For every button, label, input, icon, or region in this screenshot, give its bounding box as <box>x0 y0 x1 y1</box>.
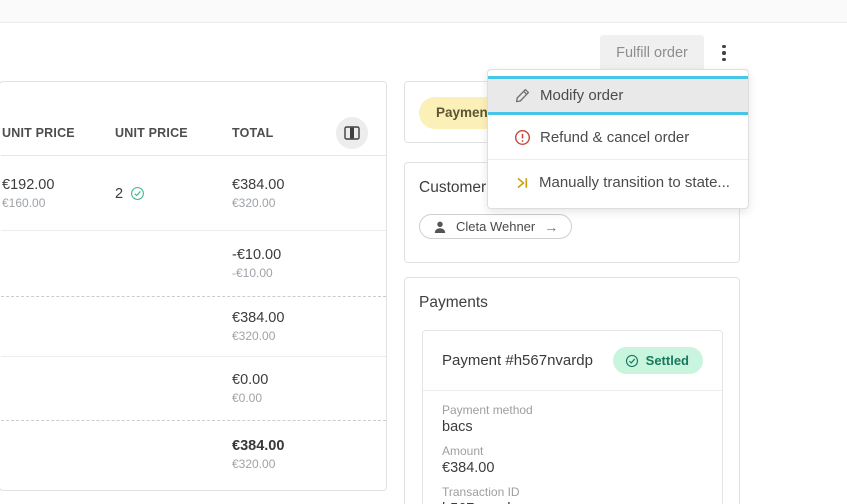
transition-icon <box>514 175 530 191</box>
column-settings-button[interactable] <box>336 117 368 149</box>
field-label: Transaction ID <box>442 485 520 499</box>
menu-item-label: Manually transition to state... <box>539 174 730 191</box>
error-icon <box>514 129 531 146</box>
amount-field: Amount €384.00 <box>442 445 703 477</box>
subtotal-gross: €384.00 <box>232 309 285 326</box>
subtotal-net: €320.00 <box>232 328 276 343</box>
shipping-row: €0.00 €0.00 <box>1 357 386 421</box>
payment-status-text: Settled <box>645 353 689 368</box>
order-total-row: €384.00 €320.00 <box>1 421 386 489</box>
payment-detail-box: Payment #h567nvardp Settled Payment meth… <box>422 330 723 504</box>
shipping-gross: €0.00 <box>232 371 269 388</box>
kebab-dot-icon <box>722 57 726 62</box>
unit-price-gross: €192.00 <box>2 176 55 193</box>
field-label: Payment method <box>442 403 533 417</box>
payment-fields: Payment method bacs Amount €384.00 Trans… <box>423 391 722 504</box>
payment-header: Payment #h567nvardp Settled <box>423 331 722 391</box>
person-icon <box>434 221 446 233</box>
fulfill-order-button[interactable]: Fulfill order <box>600 35 704 70</box>
transaction-id-field: Transaction ID h567nvardp <box>442 486 703 504</box>
line-total-cell: €384.00 €320.00 <box>232 157 284 230</box>
subtotal-cell: €384.00 €320.00 <box>232 297 284 356</box>
customer-link-chip[interactable]: Cleta Wehner → <box>419 214 573 239</box>
menu-item-label: Modify order <box>540 87 624 104</box>
column-header-unit-price-2: UNIT PRICE <box>115 126 188 140</box>
column-header-unit-price: UNIT PRICE <box>2 126 75 140</box>
field-label: Amount <box>442 444 484 458</box>
line-total-gross: €384.00 <box>232 176 285 193</box>
order-table: UNIT PRICE UNIT PRICE TOTAL €192.00 €160… <box>1 82 386 490</box>
discount-gross: -€10.00 <box>232 246 282 263</box>
top-bar <box>0 0 847 23</box>
unit-price-net: €160.00 <box>2 195 46 210</box>
customer-heading: Customer <box>419 179 487 196</box>
payment-title: Payment #h567nvardp <box>442 352 593 369</box>
payments-heading: Payments <box>419 294 488 311</box>
quantity-cell: 2 <box>115 157 145 230</box>
field-value: bacs <box>442 419 473 435</box>
field-value: h567nvardp <box>442 501 703 504</box>
order-lines-card: UNIT PRICE UNIT PRICE TOTAL €192.00 €160… <box>0 81 387 491</box>
unit-price-cell: €192.00 €160.00 <box>2 157 54 230</box>
menu-item-label: Refund & cancel order <box>540 128 690 146</box>
order-table-header: UNIT PRICE UNIT PRICE TOTAL <box>1 111 386 156</box>
discount-cell: -€10.00 -€10.00 <box>232 231 281 296</box>
order-actions-menu: Modify order Refund & cancel order Manua… <box>487 69 749 209</box>
order-total-net: €320.00 <box>232 457 276 471</box>
payment-status-badge: Settled <box>612 347 703 374</box>
menu-item-modify-order[interactable]: Modify order <box>488 76 748 115</box>
menu-item-manual-transition[interactable]: Manually transition to state... <box>488 160 748 205</box>
check-circle-icon <box>625 354 638 367</box>
order-total-gross: €384.00 <box>232 438 285 454</box>
payments-card: Payments Payment #h567nvardp Settled Pay… <box>404 277 740 504</box>
customer-name: Cleta Wehner <box>456 219 536 234</box>
fulfilled-check-icon <box>131 187 145 200</box>
kebab-dot-icon <box>722 51 726 55</box>
column-header-total: TOTAL <box>232 126 274 140</box>
line-total-net: €320.00 <box>232 195 276 210</box>
columns-icon <box>344 126 360 140</box>
kebab-dot-icon <box>722 44 726 49</box>
subtotal-row: €384.00 €320.00 <box>1 297 386 357</box>
arrow-right-icon: → <box>544 218 559 235</box>
field-value: €384.00 <box>442 460 495 476</box>
payment-method-field: Payment method bacs <box>442 404 703 436</box>
menu-item-refund-cancel[interactable]: Refund & cancel order <box>488 115 748 160</box>
discount-net: -€10.00 <box>232 265 273 280</box>
shipping-net: €0.00 <box>232 390 263 405</box>
discount-row: -€10.00 -€10.00 <box>1 231 386 297</box>
order-total-cell: €384.00 €320.00 <box>232 421 284 489</box>
shipping-cell: €0.00 €0.00 <box>232 357 268 420</box>
pencil-icon <box>514 87 531 104</box>
order-line-row: €192.00 €160.00 2 €384.00 €320.00 <box>1 157 386 231</box>
quantity-value: 2 <box>115 185 124 202</box>
more-actions-button[interactable] <box>715 43 733 63</box>
